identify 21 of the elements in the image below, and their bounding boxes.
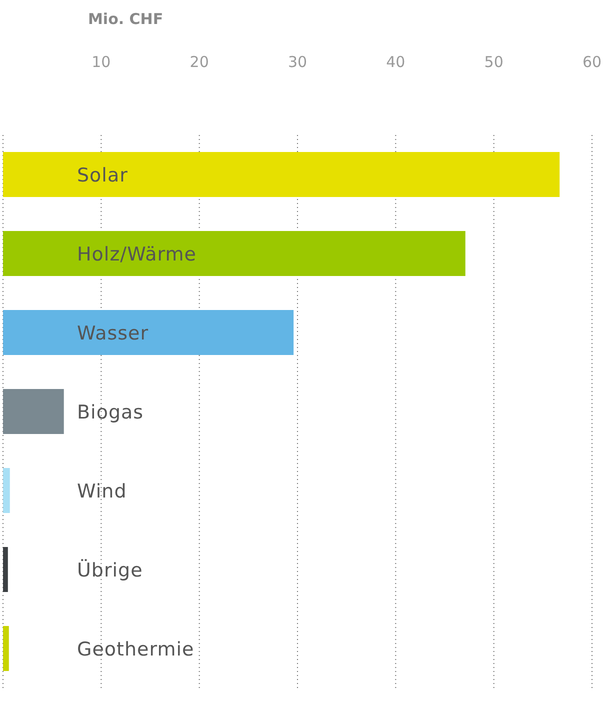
y-tick-label: Holz/Wärme xyxy=(77,244,196,266)
y-tick-label: Biogas xyxy=(77,402,144,424)
bar xyxy=(3,626,9,671)
bar xyxy=(3,310,294,355)
x-tick-label: 30 xyxy=(288,53,308,71)
y-tick-label: Wasser xyxy=(77,322,149,344)
x-tick-label: 40 xyxy=(386,53,406,71)
y-tick-label: Wind xyxy=(77,480,127,502)
x-tick-label: 60 xyxy=(582,53,602,71)
bar xyxy=(3,152,560,197)
y-tick-label: Übrige xyxy=(77,558,143,582)
bar xyxy=(3,547,8,592)
y-tick-label: Geothermie xyxy=(77,638,194,660)
bar xyxy=(3,468,10,513)
x-tick-label: 10 xyxy=(92,53,111,71)
x-axis-title: Mio. CHF xyxy=(88,10,164,28)
bar xyxy=(3,389,64,434)
x-tick-label: 50 xyxy=(484,53,504,71)
x-tick-label: 20 xyxy=(190,53,209,71)
bar xyxy=(3,231,466,276)
y-tick-label: Solar xyxy=(77,164,128,186)
